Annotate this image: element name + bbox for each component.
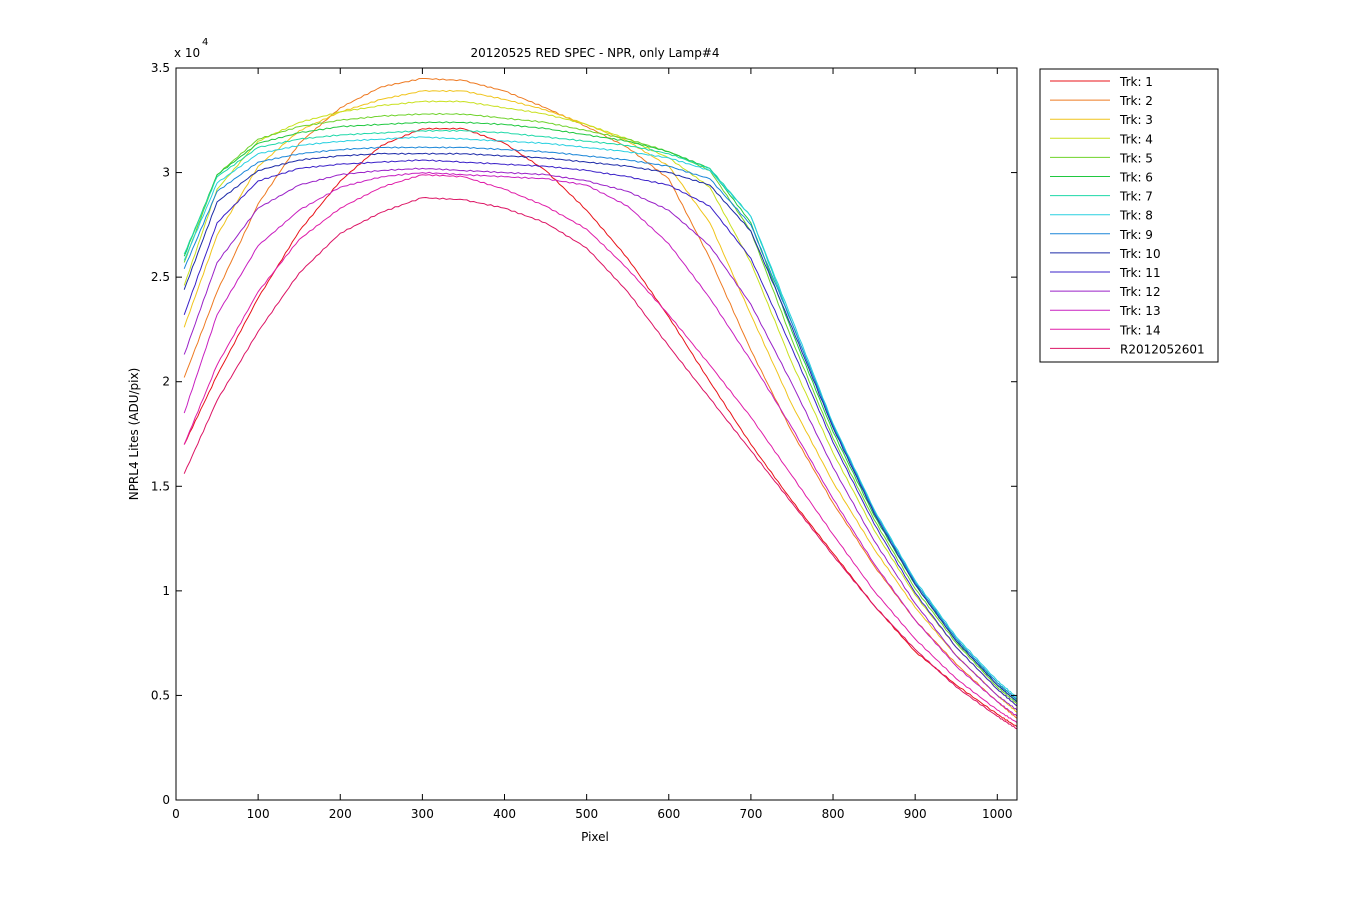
x-tick-label: 1000	[982, 807, 1013, 821]
legend-label: Trk: 3	[1119, 113, 1153, 127]
legend-box	[1039, 68, 1219, 363]
x-tick-label: 700	[739, 807, 762, 821]
plot-area: 0 100 200 300 400 500 600 700 800 900 1000 0 0.5 1 1.…	[151, 61, 1018, 821]
series-line	[183, 167, 1018, 711]
legend-label: Trk: 4	[1119, 132, 1153, 146]
legend-label: Trk: 12	[1119, 285, 1161, 299]
series-line	[183, 171, 1018, 717]
x-tick-label: 600	[657, 807, 680, 821]
legend-label: Trk: 2	[1119, 94, 1153, 108]
legend-label: Trk: 11	[1119, 266, 1161, 280]
series-line	[183, 121, 1018, 703]
y-tick-label: 1	[162, 584, 170, 598]
series-line	[183, 174, 1018, 723]
series-line	[183, 196, 1018, 730]
x-tick-label: 400	[493, 807, 516, 821]
series-line	[183, 152, 1018, 703]
y-exponent-power: 4	[202, 37, 208, 48]
series-line	[183, 159, 1018, 707]
y-tick-label: 0.5	[151, 688, 170, 702]
legend-label: Trk: 6	[1119, 171, 1153, 185]
chart-title: 20120525 RED SPEC - NPR, only Lamp#4	[470, 46, 719, 60]
x-tick-label: 100	[247, 807, 270, 821]
legend-entries: Trk: 1 Trk: 2 Trk: 3 Trk: 4 Trk: 5 Trk: 6 Trk:…	[1050, 75, 1205, 356]
x-axis-label: Pixel	[581, 830, 609, 844]
y-tick-label: 2.5	[151, 270, 170, 284]
y-tick-label: 2	[162, 375, 170, 389]
series-line	[183, 112, 1018, 705]
y-tick-label: 3	[162, 166, 170, 180]
axes-box	[175, 67, 1018, 801]
x-tick-label: 300	[411, 807, 434, 821]
series-line	[183, 89, 1018, 713]
x-tick-label: 900	[904, 807, 927, 821]
legend-label: Trk: 14	[1119, 323, 1161, 337]
series-line	[183, 100, 1018, 707]
series-line	[183, 127, 1018, 728]
y-axis-label: NPRL4 Lites (ADU/pix)	[127, 368, 141, 501]
legend-label: Trk: 9	[1119, 228, 1153, 242]
series-line	[183, 136, 1018, 698]
legend-label: Trk: 10	[1119, 247, 1161, 261]
y-axis-ticks: 0 0.5 1 1.5 2 2.5 3 3.5	[151, 61, 1017, 807]
series-lines	[183, 78, 1018, 730]
legend-label: Trk: 13	[1119, 304, 1161, 318]
legend-label: Trk: 8	[1119, 209, 1153, 223]
y-tick-label: 0	[162, 793, 170, 807]
y-exponent-label: x 10	[174, 46, 200, 60]
axes-background	[176, 68, 1017, 800]
x-tick-label: 200	[329, 807, 352, 821]
legend-label: R2012052601	[1120, 342, 1205, 356]
legend-label: Trk: 5	[1119, 151, 1153, 165]
y-tick-label: 1.5	[151, 479, 170, 493]
legend-label: Trk: 1	[1119, 75, 1153, 89]
x-axis-ticks: 0 100 200 300 400 500 600 700 800 900 1000	[172, 68, 1013, 821]
legend: Trk: 1 Trk: 2 Trk: 3 Trk: 4 Trk: 5 Trk: 6 Trk:…	[1039, 68, 1219, 363]
x-tick-label: 800	[822, 807, 845, 821]
y-tick-label: 3.5	[151, 61, 170, 75]
series-line	[183, 146, 1018, 701]
x-tick-label: 500	[575, 807, 598, 821]
x-tick-label: 0	[172, 807, 180, 821]
legend-label: Trk: 7	[1119, 190, 1153, 204]
